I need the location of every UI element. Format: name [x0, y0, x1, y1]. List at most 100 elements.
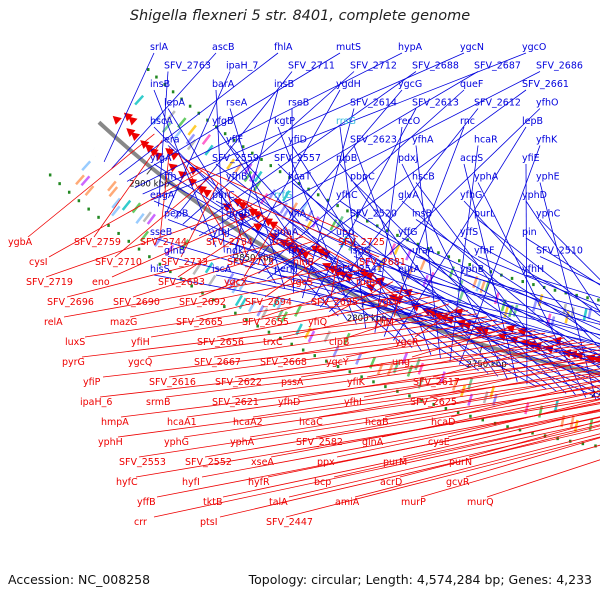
dot-ring — [137, 247, 141, 251]
dot-ring — [87, 207, 90, 211]
reverse-leader-line — [150, 292, 421, 338]
reverse-gene-arrow — [154, 151, 164, 161]
forward-gene-arrow — [298, 290, 303, 299]
forward-gene-label: glnB — [164, 246, 185, 257]
reverse-gene-arrow — [202, 189, 212, 198]
function-bar-outer — [207, 274, 217, 287]
function-bar-outer — [482, 391, 489, 404]
dot-ring — [77, 199, 81, 203]
forward-gene-label: SFV_2520 — [350, 209, 397, 220]
tick-label: 2900 kbp — [129, 180, 169, 190]
function-bar-outer — [84, 185, 95, 196]
forward-leader-line — [153, 200, 600, 400]
forward-gene-label: hypA — [398, 42, 423, 53]
dot-ring — [372, 380, 375, 384]
dot-ring — [532, 283, 535, 287]
function-bar-outer — [81, 160, 92, 172]
reverse-gene-label: SFV_2696 — [47, 297, 94, 308]
reverse-leader-line — [264, 250, 330, 298]
reverse-leader-line — [420, 444, 600, 498]
reverse-gene-label: ptsI — [200, 517, 218, 528]
dot-ring — [158, 262, 162, 266]
forward-leader-line — [167, 182, 537, 388]
dot-ring — [326, 198, 330, 202]
reverse-gene-label: hcaB — [365, 417, 389, 428]
reverse-leader-line — [347, 260, 398, 298]
gene-labels: srlA ascB fhlA mutS hypA ygcN ygcO SFV_2763 ipaH… — [8, 42, 583, 528]
forward-leader-line — [477, 219, 600, 317]
tick-label: 2750 kbp — [467, 360, 507, 370]
reverse-gene-label: SFV_2710 — [95, 257, 142, 268]
function-bar-inner — [405, 248, 413, 261]
forward-gene-label: purC — [212, 190, 235, 201]
reverse-gene-arrow — [126, 128, 136, 138]
dot-ring — [416, 242, 420, 246]
forward-leader-line — [167, 108, 277, 284]
dot-ring — [313, 354, 316, 358]
function-bar-inner — [299, 202, 308, 214]
label-leaders — [27, 52, 600, 518]
function-bar-inner — [279, 202, 288, 214]
reverse-leader-line — [193, 164, 359, 238]
function-bar-inner — [187, 124, 197, 136]
dot-ring — [48, 173, 52, 177]
reverse-gene-label: SFV_2690 — [113, 297, 160, 308]
forward-gene-label: SFV_2623 — [350, 135, 397, 146]
forward-gene-label: yphE — [536, 172, 560, 183]
forward-gene-label: rnc — [460, 116, 475, 127]
forward-gene-label: guaA — [274, 227, 299, 238]
reverse-gene-arrow — [165, 148, 175, 157]
forward-leader-line — [126, 52, 341, 182]
reverse-gene-label: ipaH_6 — [80, 397, 112, 408]
forward-gene-label: SFV_2687 — [474, 61, 521, 72]
reverse-leader-line — [111, 210, 260, 278]
dot-ring — [190, 284, 193, 288]
reverse-leader-line — [132, 241, 312, 298]
forward-gene-label: SFV_2614 — [350, 98, 397, 109]
forward-leader-line — [339, 237, 600, 345]
forward-gene-label: pepB — [164, 209, 188, 220]
forward-leader-line — [353, 219, 600, 356]
reverse-gene-label: ung — [392, 357, 410, 368]
reverse-leader-line — [465, 437, 600, 478]
forward-gene-arrow — [414, 343, 418, 352]
dot-ring — [366, 219, 369, 223]
reverse-leader-line — [93, 140, 163, 238]
function-bar-outer — [569, 415, 575, 428]
reverse-leader-line — [447, 399, 600, 438]
forward-gene-label: ygcN — [460, 42, 484, 53]
function-bar-inner — [185, 133, 196, 145]
forward-gene-label: lepA — [164, 98, 186, 109]
forward-gene-label: SFV_2711 — [288, 61, 335, 72]
forward-gene-arrow — [95, 150, 102, 158]
reverse-gene-label: murP — [401, 497, 426, 508]
reverse-leader-line — [330, 255, 339, 298]
forward-leader-line — [207, 71, 541, 242]
reverse-gene-label: hyfR — [248, 477, 270, 488]
reverse-leader-line — [153, 421, 600, 518]
reverse-gene-label: SFV_2621 — [212, 397, 259, 408]
forward-gene-label: SFV_2541 — [336, 264, 383, 275]
dot-ring — [489, 270, 493, 274]
forward-leader-line — [153, 126, 339, 317]
function-bar-inner — [587, 306, 593, 320]
reverse-leader-line — [117, 372, 600, 438]
forward-leader-line — [353, 145, 432, 355]
reverse-gene-label: eno — [92, 277, 110, 288]
tick-label: 2700 kbp — [591, 390, 600, 400]
reverse-leader-line — [156, 410, 600, 498]
forward-gene-label: barA — [212, 79, 235, 90]
forward-gene-label: rseA — [226, 98, 248, 109]
reverse-gene-label: pyrG — [62, 357, 85, 368]
dot-ring — [107, 223, 110, 227]
reverse-gene-label: SFV_2655 — [242, 317, 289, 328]
reverse-leader-line — [63, 264, 357, 318]
reverse-gene-label: yffB — [137, 497, 156, 508]
function-bar-outer — [204, 261, 214, 274]
forward-gene-label: SFV_2712 — [350, 61, 397, 72]
reverse-gene-arrow — [123, 112, 134, 122]
forward-gene-label: fhlA — [274, 42, 293, 53]
reverse-leader-line — [186, 360, 600, 418]
reverse-leader-line — [177, 216, 269, 278]
topology-summary: Topology: circular; Length: 4,574,284 bp… — [248, 572, 592, 587]
